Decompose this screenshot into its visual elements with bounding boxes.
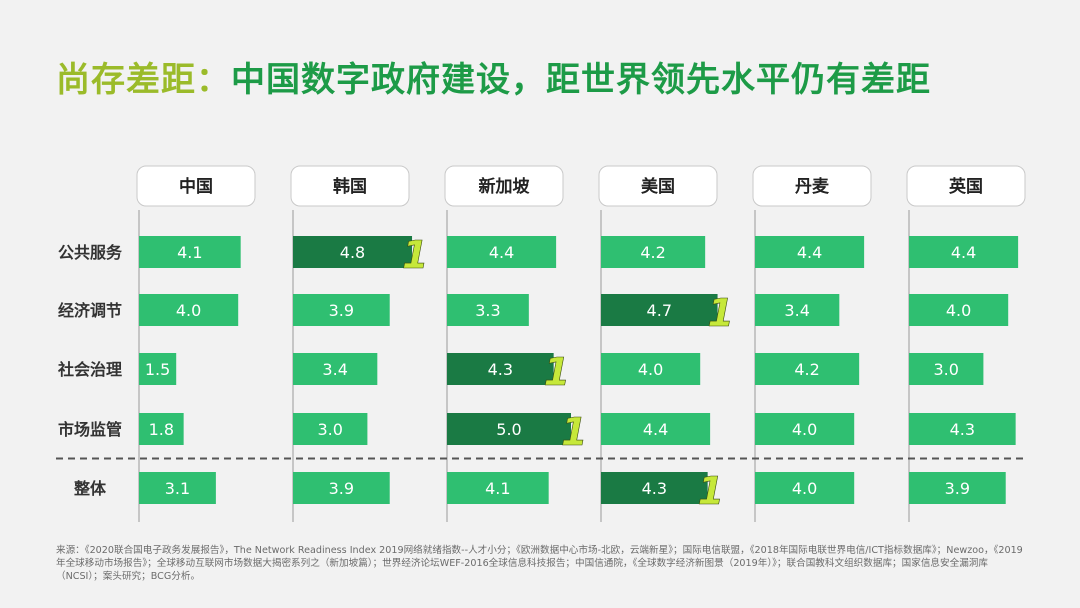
title-main: 中国数字政府建设，距世界领先水平仍有差距 bbox=[231, 60, 931, 100]
bar bbox=[293, 294, 390, 326]
bar bbox=[293, 472, 390, 504]
bar-value-label: 4.3 bbox=[488, 360, 513, 379]
country-header-label: 丹麦 bbox=[795, 176, 830, 197]
bar-value-label: 4.0 bbox=[792, 479, 817, 498]
bar-value-label: 4.8 bbox=[340, 243, 365, 262]
bar-value-label: 4.7 bbox=[647, 301, 672, 320]
bar-value-label: 4.2 bbox=[794, 360, 819, 379]
bar bbox=[139, 236, 241, 268]
bar bbox=[601, 236, 706, 268]
source-note: 来源：《2020联合国电子政务发展报告》，The Network Readine… bbox=[56, 545, 1023, 582]
bar-value-label: 4.3 bbox=[950, 420, 975, 439]
bar bbox=[601, 472, 708, 504]
bar bbox=[909, 294, 1009, 326]
bar bbox=[293, 353, 378, 385]
country-header-box bbox=[752, 165, 872, 207]
bar-value-label: 4.1 bbox=[177, 243, 202, 262]
bar-value-label: 5.0 bbox=[496, 420, 521, 439]
bar bbox=[755, 353, 860, 385]
country-header-label: 美国 bbox=[641, 176, 675, 197]
bar bbox=[909, 413, 1016, 445]
bar-value-label: 4.4 bbox=[489, 243, 514, 262]
bar bbox=[447, 353, 554, 385]
bar bbox=[755, 294, 840, 326]
bar-value-label: 4.4 bbox=[643, 420, 668, 439]
bar-value-label: 4.4 bbox=[951, 243, 976, 262]
bar bbox=[601, 294, 718, 326]
bar-value-label: 4.0 bbox=[792, 420, 817, 439]
bar-value-label: 3.4 bbox=[784, 301, 809, 320]
bar-value-label: 4.1 bbox=[485, 479, 510, 498]
bar-value-label: 3.1 bbox=[165, 479, 190, 498]
leader-mark: 1 bbox=[561, 410, 587, 454]
bar bbox=[293, 413, 368, 445]
bar bbox=[909, 236, 1019, 268]
category-label: 社会治理 bbox=[57, 360, 122, 379]
leader-mark: 1 bbox=[402, 233, 428, 277]
bar bbox=[447, 294, 529, 326]
bar bbox=[909, 472, 1006, 504]
leader-mark: 1 bbox=[708, 291, 734, 335]
country-header-box bbox=[444, 165, 564, 207]
bar-value-label: 4.0 bbox=[638, 360, 663, 379]
category-label: 市场监管 bbox=[58, 420, 122, 439]
bar bbox=[447, 472, 549, 504]
country-header-label: 中国 bbox=[179, 176, 213, 197]
bar-value-label: 3.9 bbox=[329, 301, 354, 320]
bar bbox=[139, 472, 216, 504]
category-label: 经济调节 bbox=[58, 301, 122, 320]
country-header-box bbox=[906, 165, 1026, 207]
country-header-label: 韩国 bbox=[333, 176, 367, 197]
bar-value-label: 4.0 bbox=[946, 301, 971, 320]
bar-value-label: 4.4 bbox=[797, 243, 822, 262]
bar bbox=[909, 353, 984, 385]
bar-value-label: 1.8 bbox=[149, 420, 174, 439]
category-label: 整体 bbox=[73, 479, 107, 498]
bar bbox=[447, 236, 557, 268]
leader-mark: 1 bbox=[544, 350, 570, 394]
bar bbox=[601, 353, 701, 385]
bar-value-label: 3.9 bbox=[329, 479, 354, 498]
leader-mark: 1 bbox=[698, 469, 724, 513]
bar bbox=[755, 413, 855, 445]
bar-value-label: 4.3 bbox=[642, 479, 667, 498]
bar-value-label: 4.2 bbox=[640, 243, 665, 262]
bar-value-label: 3.4 bbox=[322, 360, 347, 379]
bar bbox=[139, 353, 177, 385]
country-header-label: 英国 bbox=[949, 176, 983, 197]
bar bbox=[601, 413, 711, 445]
bar bbox=[139, 294, 239, 326]
bar bbox=[755, 472, 855, 504]
category-label: 公共服务 bbox=[58, 243, 123, 262]
country-header-box bbox=[598, 165, 718, 207]
bar bbox=[755, 236, 865, 268]
title-prefix: 尚存差距： bbox=[56, 60, 231, 100]
bar-value-label: 1.5 bbox=[145, 360, 170, 379]
bar-value-label: 3.3 bbox=[475, 301, 500, 320]
bar bbox=[293, 236, 413, 268]
country-header-box bbox=[136, 165, 256, 207]
page-title: 尚存差距：中国数字政府建设，距世界领先水平仍有差距 bbox=[56, 52, 931, 101]
bar bbox=[447, 413, 571, 445]
bar-value-label: 3.0 bbox=[933, 360, 958, 379]
bar-value-label: 3.9 bbox=[945, 479, 970, 498]
bar bbox=[139, 413, 184, 445]
country-header-label: 新加坡 bbox=[479, 176, 530, 197]
country-header-box bbox=[290, 165, 410, 207]
bar-value-label: 4.0 bbox=[176, 301, 201, 320]
bar-value-label: 3.0 bbox=[317, 420, 342, 439]
